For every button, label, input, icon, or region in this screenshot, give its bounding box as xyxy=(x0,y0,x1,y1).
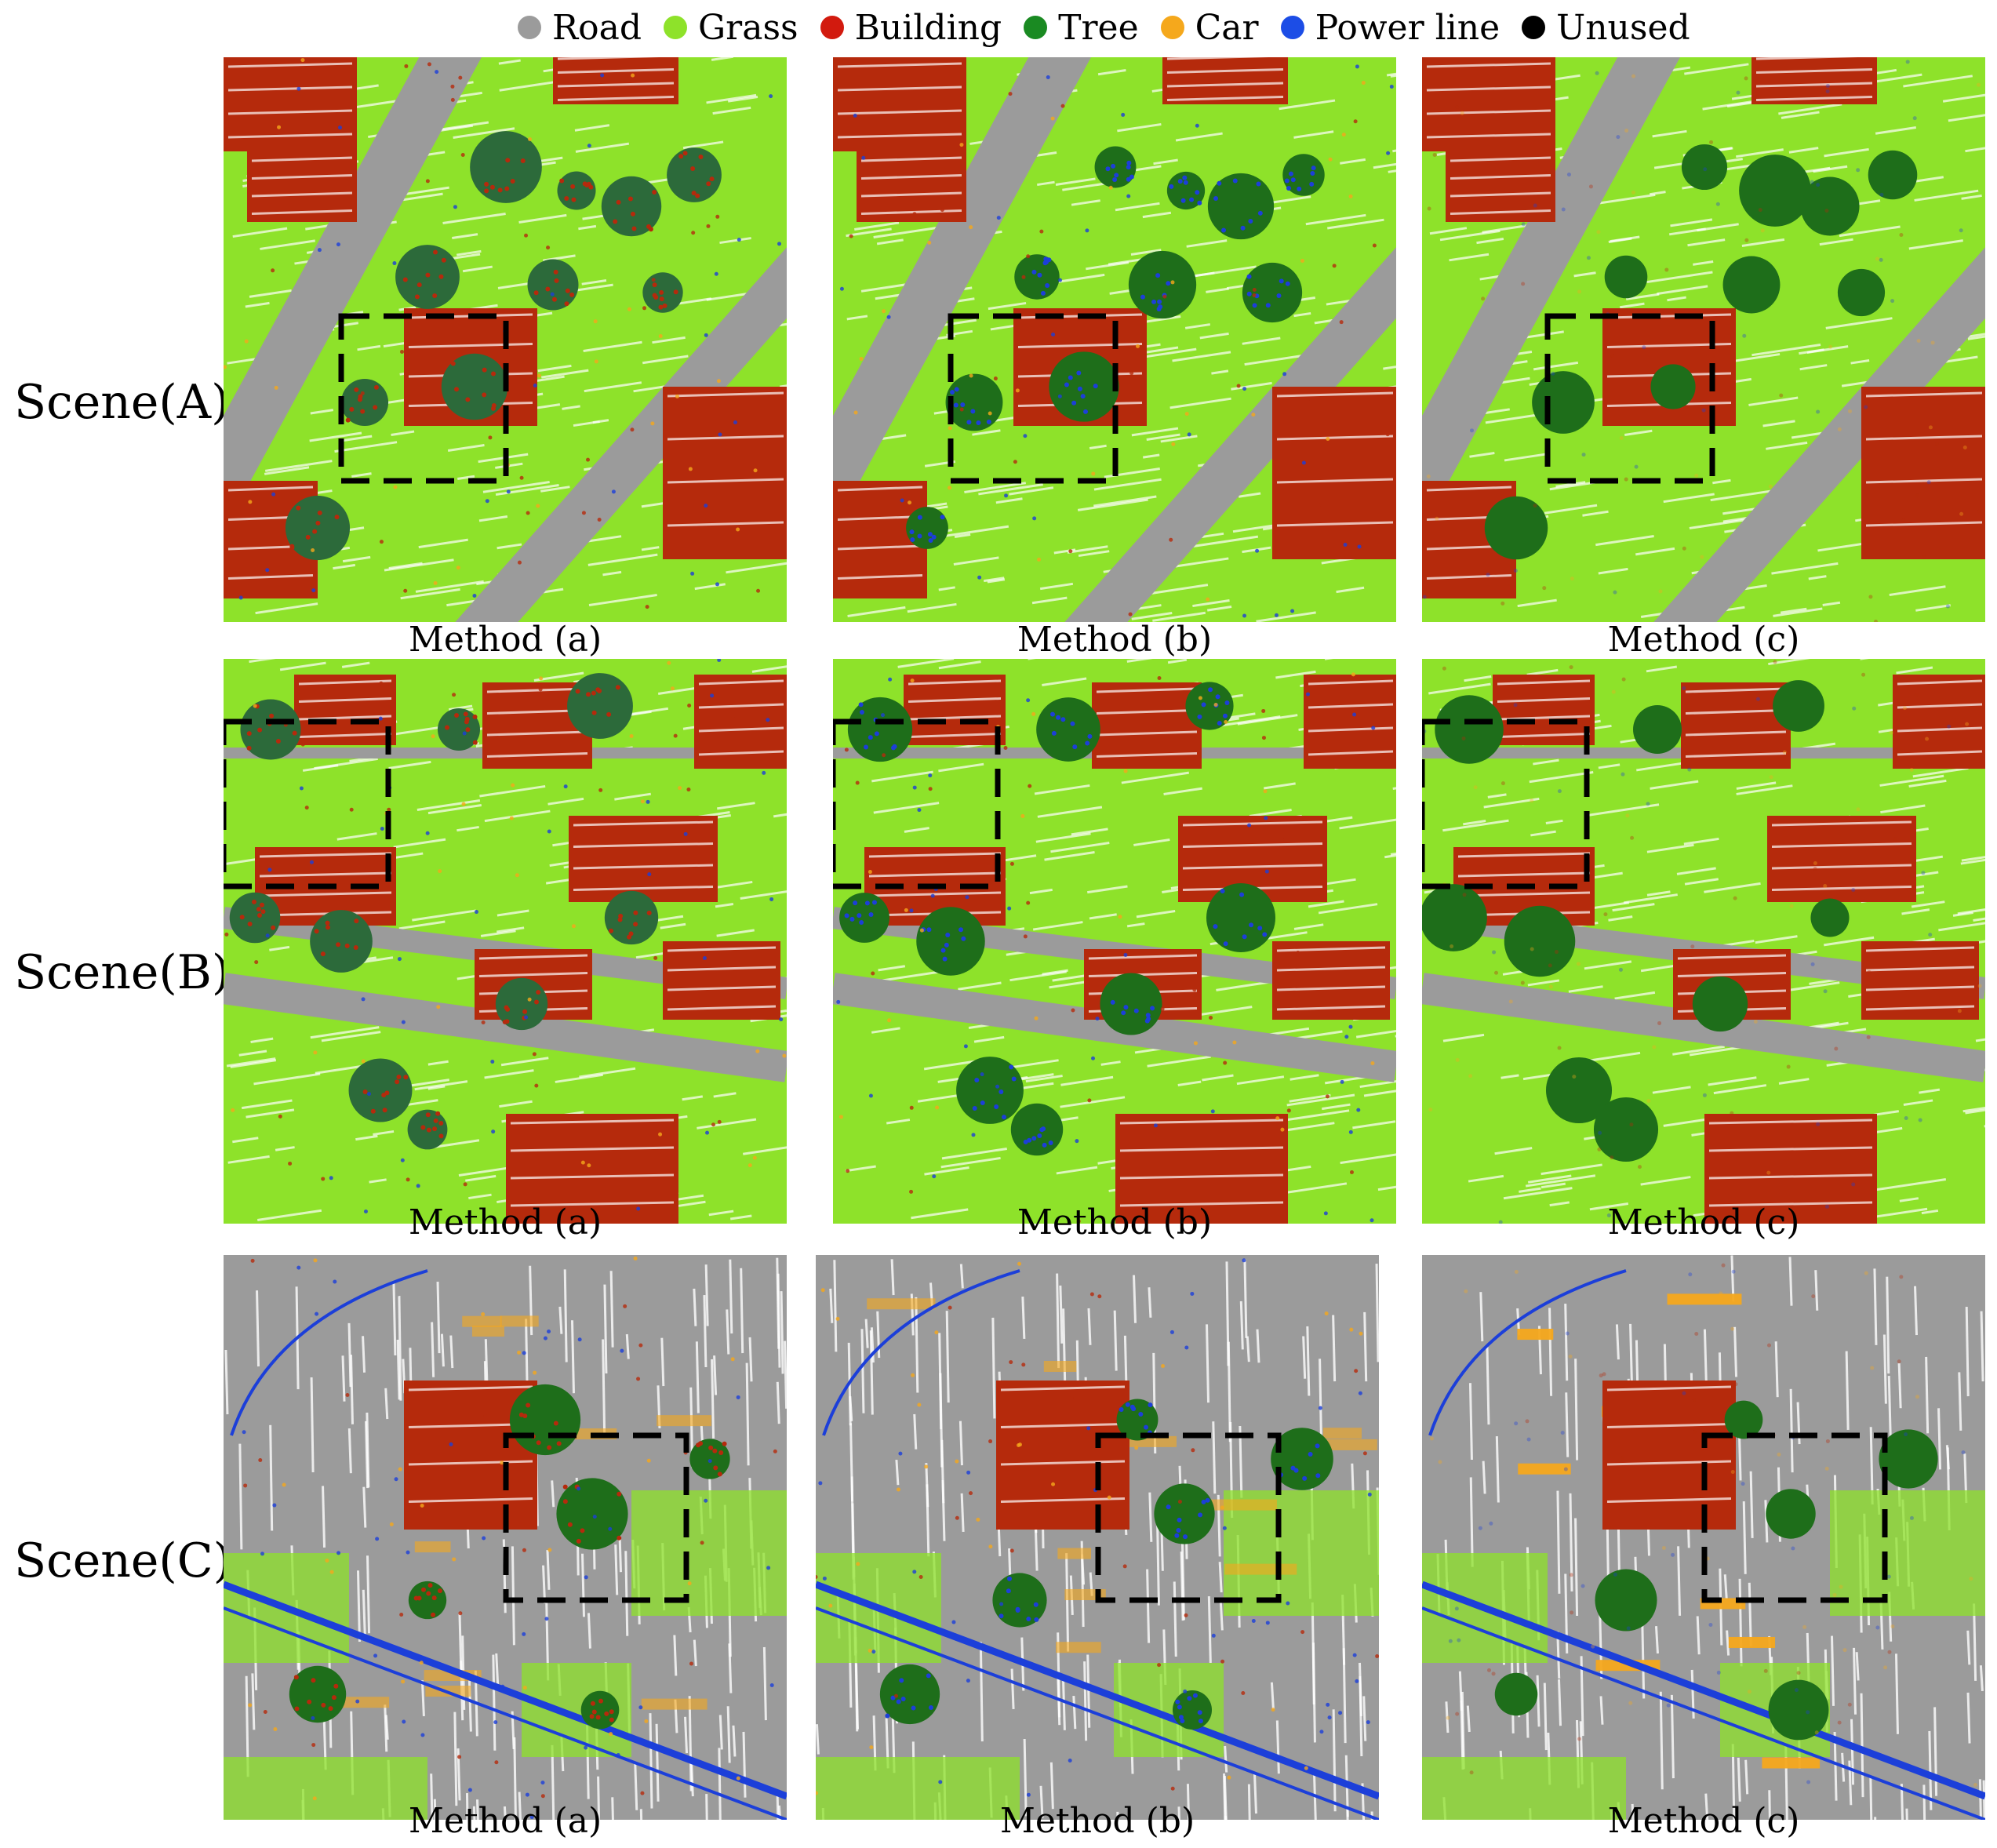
scene-c-method-b-panel xyxy=(816,1255,1379,1820)
legend-item-car: Car xyxy=(1160,7,1259,48)
segmentation-map xyxy=(1422,57,1985,622)
legend-label-tree: Tree xyxy=(1058,7,1139,48)
legend-item-power-line: Power line xyxy=(1280,7,1500,48)
legend-item-unused: Unused xyxy=(1522,8,1690,48)
segmentation-map xyxy=(833,57,1396,622)
legend-dot-building xyxy=(820,16,844,39)
scene-b-method-b-panel xyxy=(833,659,1396,1224)
scene-a-method-b-panel xyxy=(833,57,1396,622)
legend-dot-tree xyxy=(1024,16,1048,39)
scene-b-method-c-panel xyxy=(1422,659,1985,1224)
legend-label-car: Car xyxy=(1195,7,1259,48)
segmentation-map xyxy=(833,659,1396,1224)
legend-label-building: Building xyxy=(854,7,1002,48)
scene-c-method-a-panel xyxy=(224,1255,787,1820)
scene-b-label: Scene(B) xyxy=(14,945,231,1000)
scene-a-method-b-caption: Method (b) xyxy=(1017,620,1213,660)
segmentation-map xyxy=(224,659,787,1224)
scene-c-method-a-caption: Method (a) xyxy=(408,1801,602,1841)
legend-item-tree: Tree xyxy=(1024,7,1139,48)
scene-a-method-a-caption: Method (a) xyxy=(408,620,602,660)
segmentation-map xyxy=(1422,1255,1985,1820)
scene-c-method-c-caption: Method (c) xyxy=(1607,1801,1800,1841)
legend-item-building: Building xyxy=(820,8,1002,48)
scene-a-method-c-panel xyxy=(1422,57,1985,622)
legend-label-unused: Unused xyxy=(1556,7,1690,48)
scene-a-method-a-panel xyxy=(224,57,787,622)
scene-b-method-a-caption: Method (a) xyxy=(408,1202,602,1242)
legend-dot-car xyxy=(1160,16,1184,39)
scene-b-method-b-caption: Method (b) xyxy=(1017,1202,1213,1242)
scene-b-method-c-caption: Method (c) xyxy=(1607,1202,1800,1242)
legend-label-road: Road xyxy=(552,7,642,48)
legend-item-grass: Grass xyxy=(664,8,798,48)
legend-dot-grass xyxy=(664,16,688,39)
legend-dot-unused xyxy=(1522,16,1546,39)
scene-c-method-c-panel xyxy=(1422,1255,1985,1820)
scene-a-method-c-caption: Method (c) xyxy=(1607,620,1800,660)
legend: Road Grass Building Tree Car Power line … xyxy=(518,0,1820,55)
scene-a-label: Scene(A) xyxy=(14,375,230,430)
segmentation-map xyxy=(224,57,787,622)
legend-dot-road xyxy=(518,16,541,39)
segmentation-map xyxy=(816,1255,1379,1820)
legend-label-power-line: Power line xyxy=(1315,7,1500,48)
scene-c-method-b-caption: Method (b) xyxy=(999,1801,1195,1841)
scene-b-method-a-panel xyxy=(224,659,787,1224)
legend-label-grass: Grass xyxy=(698,7,798,48)
legend-dot-power-line xyxy=(1280,16,1304,39)
segmentation-map xyxy=(224,1255,787,1820)
segmentation-map xyxy=(1422,659,1985,1224)
legend-item-road: Road xyxy=(518,8,642,48)
scene-c-label: Scene(C) xyxy=(14,1533,232,1588)
